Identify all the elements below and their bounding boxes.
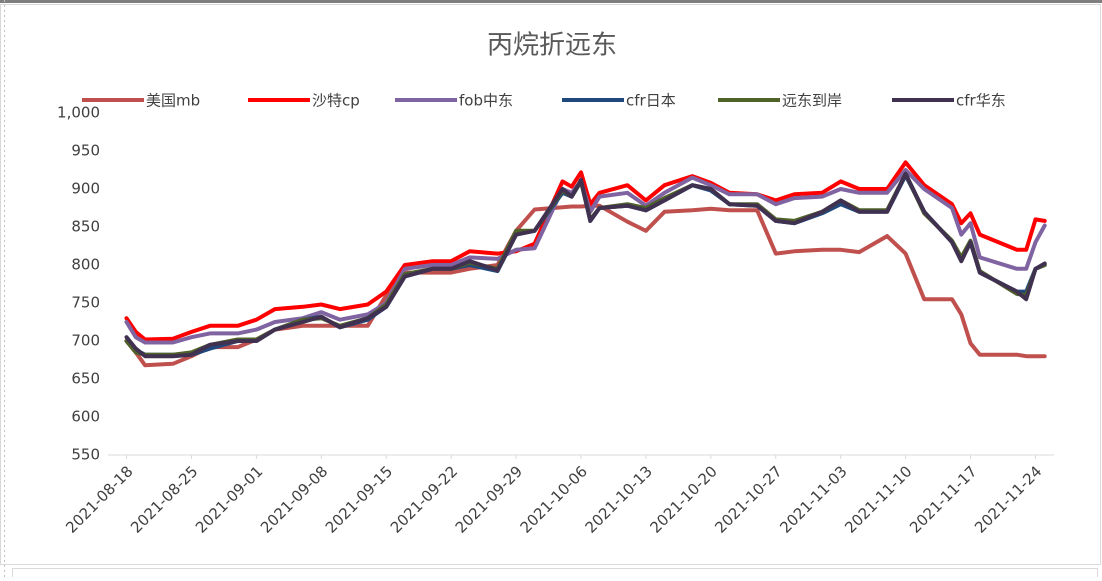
legend-label: 沙特cp <box>312 92 360 110</box>
series-line <box>124 160 1047 342</box>
y-tick-label: 900 <box>71 180 100 198</box>
legend-label: 远东到岸 <box>782 92 842 110</box>
legend-label: 美国mb <box>146 92 200 110</box>
y-tick-label: 600 <box>71 408 100 426</box>
y-tick-label: 1,000 <box>57 104 100 122</box>
next-panel <box>12 568 1098 581</box>
y-tick-label: 800 <box>71 256 100 274</box>
chart-title: 丙烷折远东 <box>487 31 617 61</box>
legend-label: fob中东 <box>459 92 513 110</box>
series-line <box>124 171 1047 359</box>
y-tick-label: 700 <box>71 332 100 350</box>
legend-label: cfr日本 <box>626 92 676 110</box>
y-tick-label: 650 <box>71 370 100 388</box>
y-tick-label: 750 <box>71 294 100 312</box>
legend-label: cfr华东 <box>956 92 1006 110</box>
y-tick-label: 850 <box>71 218 100 236</box>
chart-border <box>0 4 1101 565</box>
y-tick-label: 950 <box>71 142 100 160</box>
y-tick-label: 550 <box>71 446 100 464</box>
